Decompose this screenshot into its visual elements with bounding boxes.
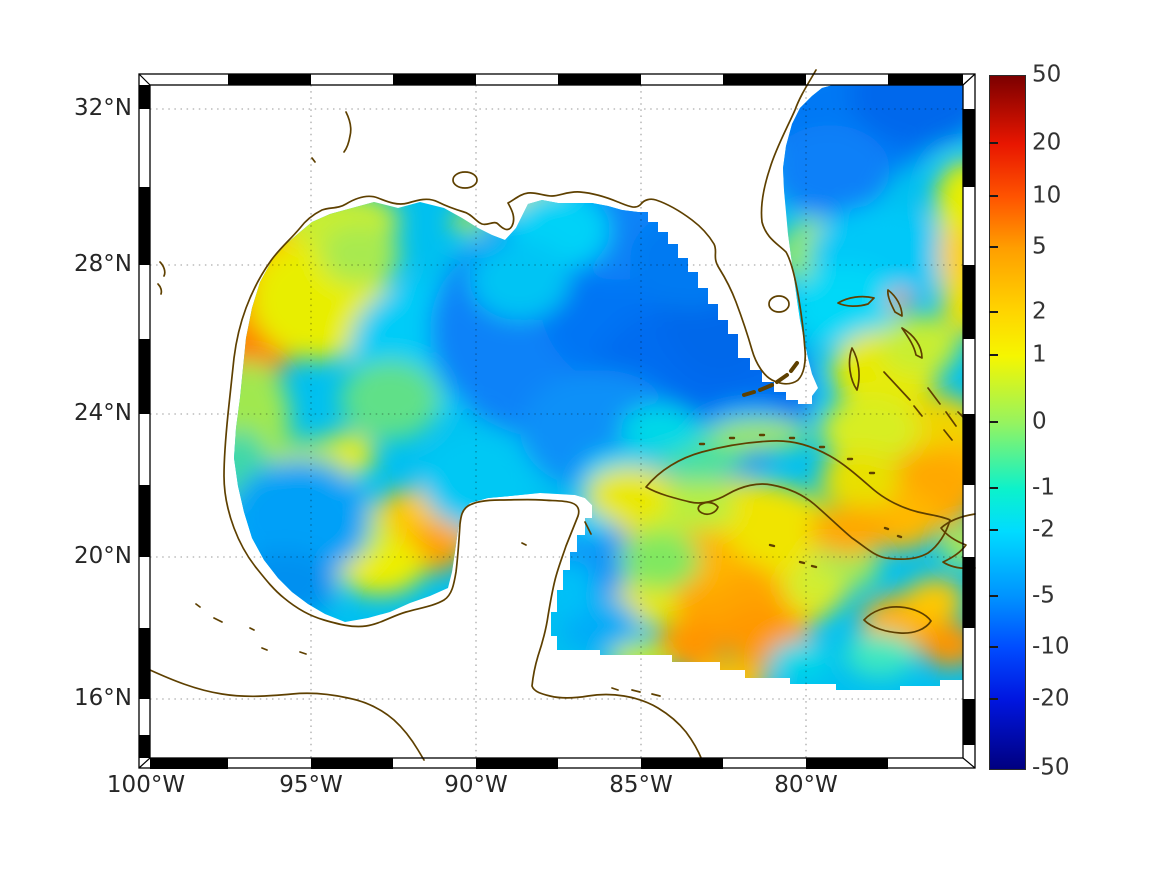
lat-tick-label: 16°N <box>74 684 132 711</box>
data-field <box>234 85 963 690</box>
lat-tick-label: 24°N <box>74 399 132 426</box>
lon-tick-label: 80°W <box>774 772 838 798</box>
field-blob <box>620 530 700 590</box>
coastline-pacific-mexico <box>149 669 425 761</box>
field-blob <box>234 460 370 580</box>
lake-pontchartrain <box>452 171 478 189</box>
field-blob <box>620 405 700 455</box>
colorbar-tick-label: -10 <box>1032 633 1070 660</box>
colorbar-tick <box>989 646 998 649</box>
field-blob <box>820 450 900 510</box>
lake-okeechobee <box>768 295 790 313</box>
field-blob <box>420 430 540 530</box>
colorbar-tick-label: -20 <box>1032 685 1070 712</box>
colorbar-tick-label: 5 <box>1032 233 1047 260</box>
lon-tick-label: 90°W <box>444 772 508 798</box>
field-blob <box>905 578 963 622</box>
colorbar-tick-label: -5 <box>1032 582 1055 609</box>
coastline-bahamas <box>837 289 967 441</box>
colorbar-tick-label: 0 <box>1032 407 1047 434</box>
colorbar-tick-label: 10 <box>1032 182 1062 209</box>
colorbar-tick <box>989 420 998 423</box>
axes-frame <box>138 73 976 769</box>
colorbar-tick <box>989 245 998 248</box>
colorbar-tick <box>989 529 998 532</box>
colorbar-tick-label: -2 <box>1032 516 1055 543</box>
field-blob <box>935 160 963 250</box>
field-blob <box>770 125 890 215</box>
colorbar-tick <box>989 353 998 356</box>
colorbar-tick-label: 50 <box>1032 61 1062 88</box>
lat-tick-label: 28°N <box>74 250 132 277</box>
colorbar-tick <box>989 141 998 144</box>
field-blob <box>610 642 670 678</box>
field-blob <box>850 85 963 145</box>
colorbar-tick-label: 1 <box>1032 341 1047 368</box>
field-blob <box>340 360 440 440</box>
colorbar-tick-label: 2 <box>1032 298 1047 325</box>
field-blob <box>920 623 963 667</box>
coastlines <box>149 69 976 761</box>
coastline-mainland <box>223 69 817 761</box>
lon-tick-label: 85°W <box>609 772 673 798</box>
field-blob <box>810 505 890 555</box>
lon-tick-label: 100°W <box>106 772 186 798</box>
field-blob <box>320 225 400 285</box>
field-blob <box>880 315 960 375</box>
field-blob <box>785 565 845 605</box>
field-blob <box>690 660 770 690</box>
lon-tick-label: 95°W <box>279 772 343 798</box>
colorbar-tick-label: 20 <box>1032 129 1062 156</box>
lat-tick-label: 20°N <box>74 542 132 569</box>
field-blob <box>940 525 963 565</box>
colorbar <box>989 75 1026 770</box>
field-blob <box>585 467 675 523</box>
field-blob <box>234 360 290 480</box>
field-blob <box>655 620 725 670</box>
colorbar-tick <box>989 595 998 598</box>
field-blob <box>470 240 570 320</box>
coastline-hispaniola <box>940 513 976 570</box>
colorbar-tick <box>989 697 998 700</box>
field-blob <box>630 210 750 310</box>
coastline-cuba <box>645 440 951 560</box>
lat-tick-label: 32°N <box>74 94 132 121</box>
colorbar-tick-label: -1 <box>1032 474 1055 501</box>
graticule-gridlines <box>150 85 963 758</box>
colorbar-tick <box>989 311 998 313</box>
colorbar-tick <box>989 195 998 198</box>
field-blob <box>820 395 920 465</box>
field-blob <box>845 633 915 677</box>
coastline-small-features <box>157 111 661 697</box>
coastline-isla-juventud <box>697 501 719 516</box>
coastline-jamaica <box>863 606 932 634</box>
field-blob <box>770 640 830 680</box>
coastline-cays <box>698 433 903 569</box>
coastline-florida-keys <box>742 361 799 397</box>
field-blob <box>938 225 963 285</box>
colorbar-tick-label: -50 <box>1032 754 1070 781</box>
colorbar-tick <box>989 487 998 490</box>
